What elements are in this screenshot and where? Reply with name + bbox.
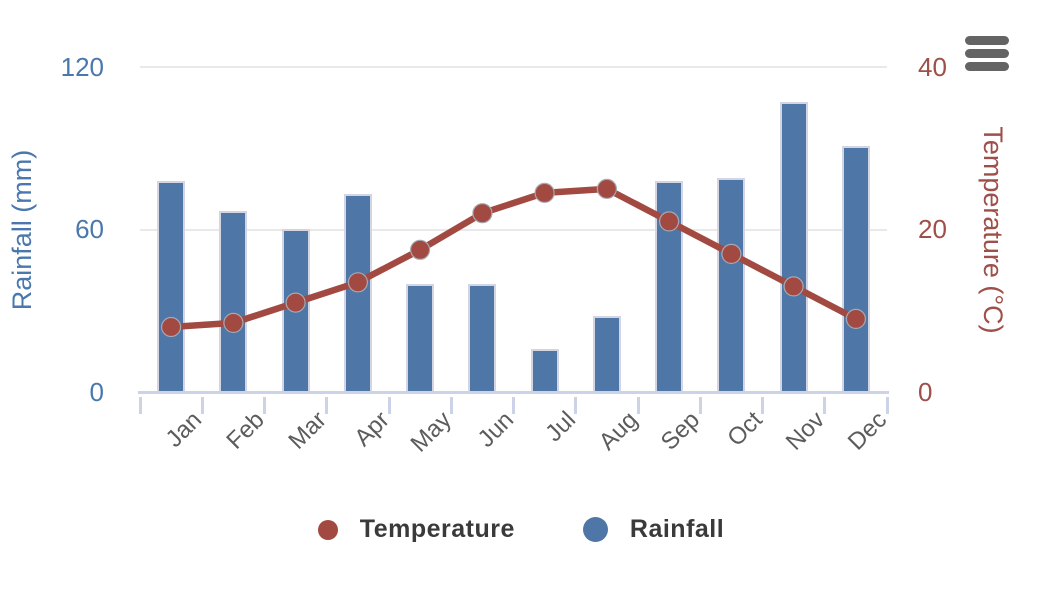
temperature-point-jun[interactable]: [472, 203, 493, 224]
temperature-point-oct[interactable]: [721, 243, 742, 264]
legend: Temperature Rainfall: [0, 515, 1042, 544]
x-axis-label-feb: Feb: [221, 406, 270, 455]
gridline: [140, 228, 887, 231]
x-axis-label-dec: Dec: [842, 406, 893, 456]
legend-item-temperature[interactable]: Temperature: [317, 515, 515, 544]
hamburger-menu-icon: [965, 36, 1009, 45]
x-axis-label-nov: Nov: [780, 406, 831, 456]
temperature-point-mar[interactable]: [285, 292, 306, 313]
rainfall-bar-may[interactable]: [406, 284, 435, 392]
x-axis-tick: [325, 397, 329, 414]
x-axis-label-mar: Mar: [283, 406, 333, 455]
x-axis-line: [138, 391, 889, 394]
x-axis-tick: [138, 397, 142, 414]
right-axis-tick-20: 20: [918, 214, 947, 244]
x-axis-label-aug: Aug: [593, 406, 644, 456]
x-axis-label-sep: Sep: [656, 406, 706, 456]
legend-label-temperature: Temperature: [359, 515, 515, 543]
rainfall-marker-icon: [582, 517, 608, 542]
temperature-line: [167, 185, 860, 331]
hamburger-menu-icon: [965, 49, 1009, 58]
x-axis-tick: [574, 397, 578, 414]
temperature-point-jul[interactable]: [534, 182, 555, 204]
x-axis-tick: [263, 397, 266, 414]
x-axis-tick: [512, 397, 515, 414]
right-axis-tick-40: 40: [918, 52, 947, 82]
x-axis-label-may: May: [405, 406, 457, 458]
temperature-point-feb[interactable]: [223, 312, 244, 333]
x-axis-tick: [387, 397, 391, 414]
rainfall-bar-nov[interactable]: [779, 102, 808, 392]
rainfall-bar-jun[interactable]: [468, 284, 497, 392]
temperature-point-aug[interactable]: [596, 178, 617, 200]
rainfall-bar-jan[interactable]: [157, 181, 186, 392]
rainfall-bar-apr[interactable]: [343, 194, 372, 392]
right-axis-tick-0: 0: [918, 377, 933, 407]
rainfall-bar-dec[interactable]: [841, 146, 870, 392]
x-axis-tick: [449, 397, 453, 414]
export-menu-button[interactable]: [965, 36, 1009, 71]
temperature-point-dec[interactable]: [845, 308, 867, 329]
rainfall-bar-aug[interactable]: [592, 316, 621, 392]
temperature-point-sep[interactable]: [658, 211, 680, 232]
x-axis-tick: [761, 397, 764, 414]
gridline: [140, 66, 887, 68]
left-axis-tick-0: 0: [89, 377, 104, 407]
x-axis-tick: [823, 397, 827, 414]
left-axis-tick-120: 120: [60, 52, 104, 82]
temperature-marker-icon: [317, 519, 338, 540]
x-axis-tick: [885, 397, 889, 414]
rainfall-bar-feb[interactable]: [219, 211, 248, 392]
rainfall-bar-oct[interactable]: [717, 178, 746, 392]
temperature-point-may[interactable]: [410, 239, 431, 260]
x-axis-tick: [698, 397, 702, 414]
legend-item-rainfall[interactable]: Rainfall: [582, 515, 725, 544]
plot-area: Jan Feb Mar Apr May Jun Jul Aug Sep Oct Nov Dec: [138, 66, 892, 457]
legend-label-rainfall: Rainfall: [629, 515, 725, 543]
temperature-point-nov[interactable]: [783, 276, 804, 297]
x-axis-tick: [200, 397, 204, 414]
temperature-point-apr[interactable]: [347, 272, 368, 293]
hamburger-menu-icon: [965, 62, 1009, 71]
temperature-line-layer: [161, 178, 867, 338]
left-axis-title: Rainfall (mm): [7, 149, 37, 311]
rainfall-bar-jul[interactable]: [530, 349, 559, 392]
temperature-point-jan[interactable]: [161, 316, 182, 338]
x-axis-tick: [636, 397, 640, 414]
left-axis-tick-60: 60: [75, 214, 104, 244]
